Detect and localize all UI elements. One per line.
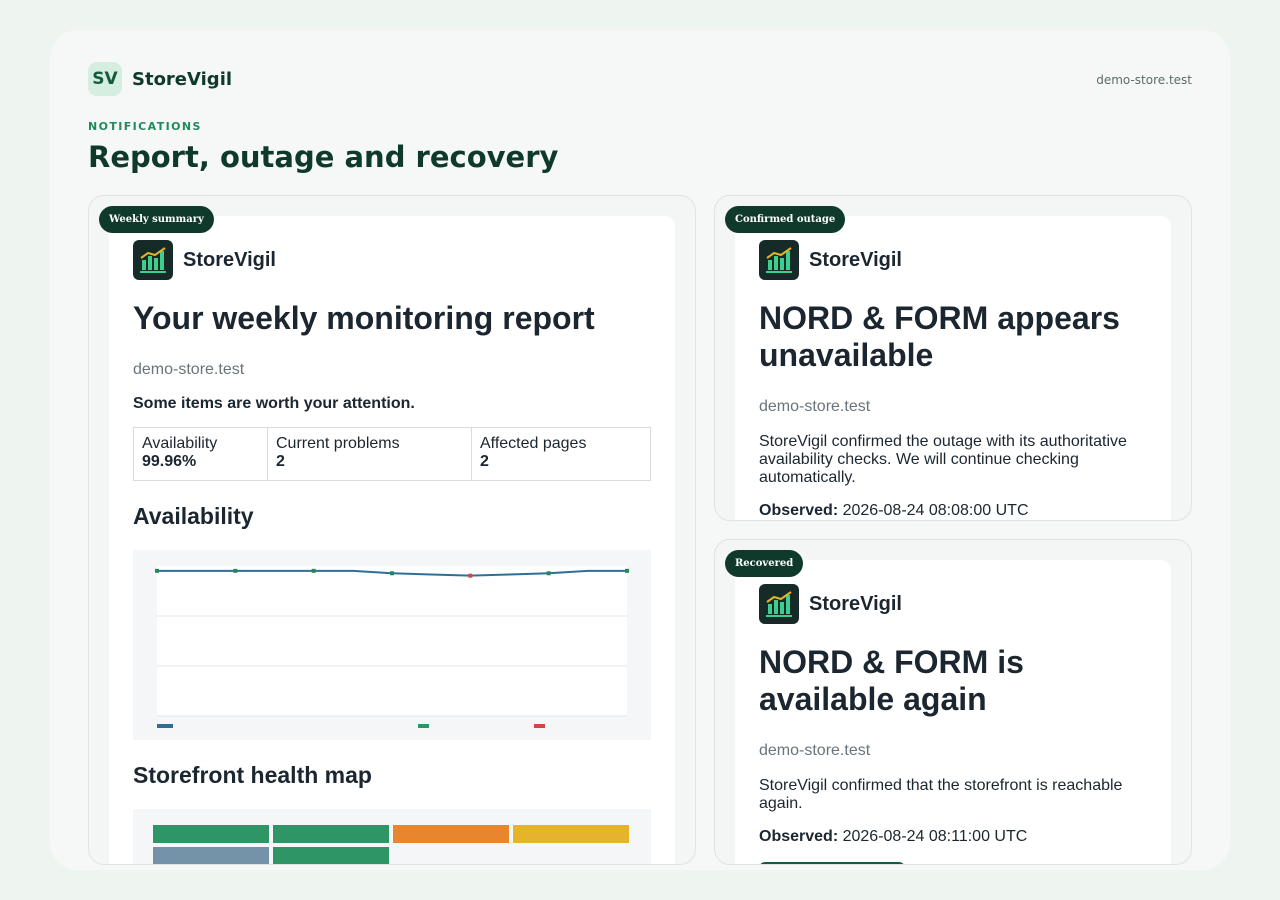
availability-point [311, 568, 316, 573]
bar-chart-logo-icon [759, 240, 799, 280]
email-header: StoreVigil [759, 240, 1147, 280]
stat-label: Availability [142, 435, 218, 452]
stat-availability: Availability 99.96% [133, 427, 268, 481]
weekly-email-card: StoreVigil Your weekly monitoring report… [109, 216, 675, 864]
availability-chart-svg [155, 566, 629, 728]
email-header: StoreVigil [759, 584, 1147, 624]
observed-time: 2026-08-24 08:08:00 UTC [842, 502, 1029, 519]
health-map-tile[interactable] [273, 847, 389, 864]
availability-point [390, 571, 394, 576]
brand-name: StoreVigil [132, 68, 233, 90]
view-status-button[interactable] [759, 862, 905, 864]
weekly-summary-tag: Weekly summary [99, 206, 214, 233]
store-domain: demo-store.test [1096, 73, 1192, 87]
store-name: demo-store.test [133, 361, 245, 378]
outage-panel: Confirmed outage StoreVigil NORD & FORM … [714, 195, 1192, 521]
section-eyebrow: NOTIFICATIONS [88, 120, 202, 133]
stats-table: Availability 99.96% Current problems 2 A… [133, 427, 651, 481]
outage-title: NORD & FORM appears unavailable [759, 300, 1120, 373]
recovery-panel: Recovered StoreVigil NORD & FORM is avai… [714, 539, 1192, 865]
page-title: Report, outage and recovery [88, 140, 559, 174]
health-map-tile[interactable] [513, 825, 629, 843]
store-name: demo-store.test [759, 398, 871, 415]
stat-label: Affected pages [480, 435, 587, 452]
store-name: demo-store.test [759, 742, 871, 759]
observed-time: 2026-08-24 08:11:00 UTC [842, 828, 1028, 845]
app-name: StoreVigil [809, 592, 902, 615]
availability-heading: Availability [133, 503, 254, 529]
chart-plot-area [157, 566, 627, 716]
health-map-tile[interactable] [153, 847, 269, 864]
health-map-tile[interactable] [153, 825, 269, 843]
availability-point [233, 568, 238, 573]
availability-point [546, 571, 551, 576]
health-map-heading: Storefront health map [133, 762, 372, 788]
recovery-title: NORD & FORM is available again [759, 644, 1024, 717]
storefront-health-map [133, 809, 651, 864]
legend-swatch [157, 724, 173, 728]
stat-current-problems: Current problems 2 [267, 427, 472, 481]
stat-value: 99.96% [142, 453, 197, 470]
recovery-body: StoreVigil confirmed that the storefront… [759, 777, 1123, 812]
outage-tag: Confirmed outage [725, 206, 846, 233]
bar-chart-logo-icon [133, 240, 173, 280]
recovered-tag: Recovered [725, 550, 804, 577]
top-bar: SV StoreVigil demo-store.test [88, 62, 1192, 98]
availability-point [155, 568, 159, 573]
availability-point [468, 573, 473, 578]
recovery-email-card: StoreVigil NORD & FORM is available agai… [735, 560, 1171, 864]
legend-swatch [534, 724, 545, 728]
availability-chart [133, 550, 651, 740]
bar-chart-logo-icon [759, 584, 799, 624]
email-header: StoreVigil [133, 240, 651, 280]
stat-value: 2 [480, 453, 489, 470]
health-map-tile[interactable] [273, 825, 389, 843]
outage-email-card: StoreVigil NORD & FORM appears unavailab… [735, 216, 1171, 520]
recovery-observed: Observed: 2026-08-24 08:11:00 UTC [759, 828, 1147, 846]
legend-swatch [418, 724, 429, 728]
stat-label: Current problems [276, 435, 400, 452]
brand[interactable]: SV StoreVigil [88, 62, 232, 96]
health-map-tile[interactable] [393, 825, 509, 843]
attention-note: Some items are worth your attention. [133, 395, 415, 412]
observed-label: Observed: [759, 828, 839, 845]
app-shell: SV StoreVigil demo-store.test NOTIFICATI… [50, 30, 1230, 870]
report-title: Your weekly monitoring report [133, 300, 595, 336]
stat-value: 2 [276, 453, 285, 470]
availability-point [625, 568, 629, 573]
app-name: StoreVigil [809, 248, 902, 271]
stat-affected-pages: Affected pages 2 [471, 427, 651, 481]
outage-observed: Observed: 2026-08-24 08:08:00 UTC [759, 502, 1147, 520]
app-name: StoreVigil [183, 248, 276, 271]
observed-label: Observed: [759, 502, 839, 519]
outage-body: StoreVigil confirmed the outage with its… [759, 433, 1127, 486]
weekly-summary-panel: Weekly summary StoreVigil Your weekly mo… [88, 195, 696, 865]
brand-mark: SV [88, 62, 122, 96]
